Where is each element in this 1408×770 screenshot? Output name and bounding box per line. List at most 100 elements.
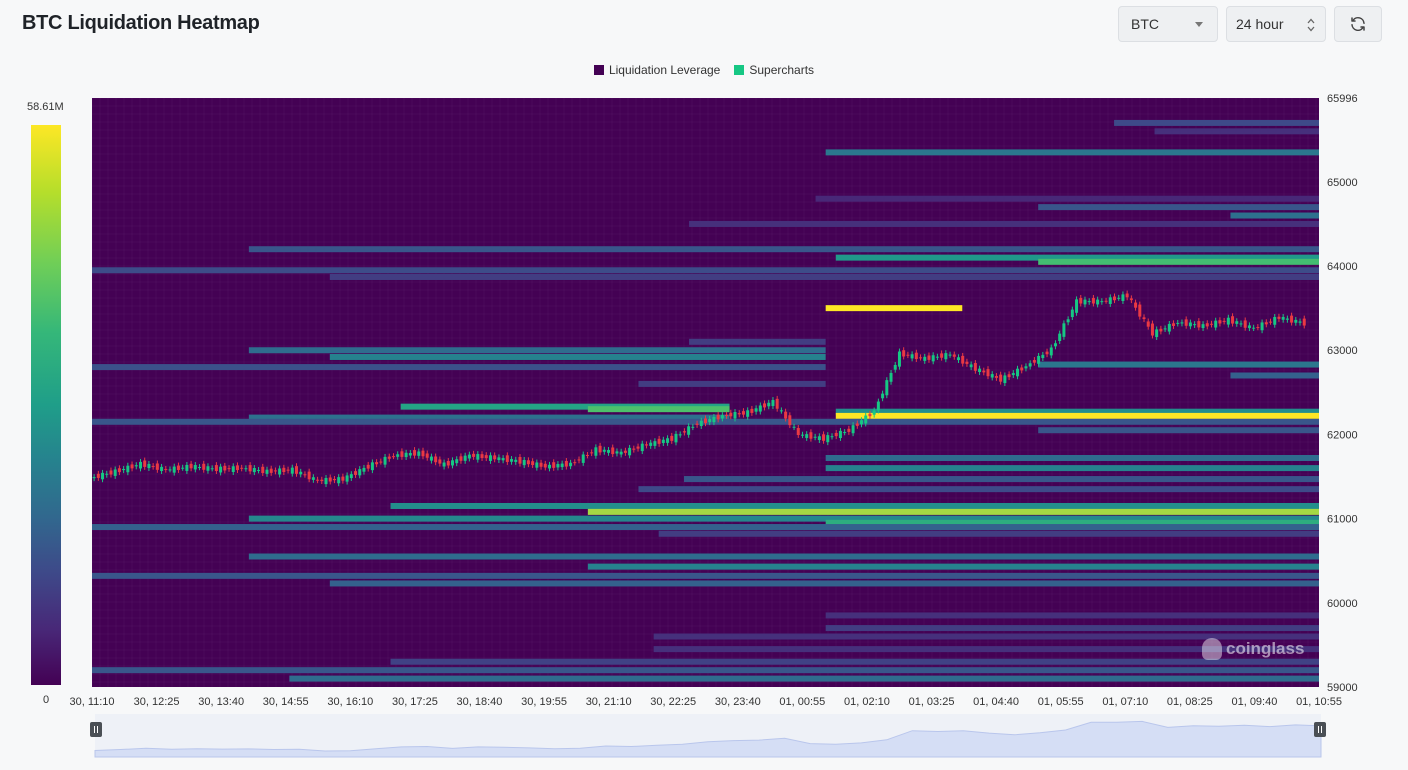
liquidation-band [329,353,826,360]
candle-body [657,438,661,444]
candle-body [1138,304,1142,317]
y-tick-label: 59000 [1327,682,1358,694]
liquidation-band [1154,128,1319,135]
colorbar-max-label: 58.61M [27,101,64,113]
y-tick-label: 64000 [1327,261,1358,273]
candle-body [876,401,880,411]
candle-body [864,415,868,424]
liquidation-band [248,414,730,421]
candle-body [1214,320,1218,328]
candle-body [754,408,758,412]
candle-body [488,455,492,461]
candle-body [923,356,927,361]
coin-select[interactable]: BTC [1118,6,1218,42]
time-range-select[interactable]: 24 hour [1226,6,1326,42]
candle-body [1159,328,1163,332]
candle-body [362,467,366,472]
candle-body [1003,375,1007,384]
candle-body [151,466,155,468]
liquidation-band [835,254,1319,261]
liquidation-band [653,646,1319,653]
candle-body [860,420,864,425]
liquidation-band [587,406,730,413]
candle-body [138,461,142,469]
candle-body [480,454,484,459]
candle-body [767,402,771,407]
candle-body [244,468,248,470]
candle-body [758,405,762,412]
candle-body [1264,322,1268,325]
candle-body [286,469,290,471]
candle-body [109,470,113,475]
candle-body [1113,296,1116,301]
candle-body [543,463,547,468]
candle-body [113,469,117,476]
candle-body [202,463,206,470]
candle-body [919,357,923,359]
candle-body [619,451,623,455]
candle-body [838,430,842,438]
navigator-area [94,720,1322,758]
candle-body [1070,309,1074,318]
candle-body [956,357,960,361]
candle-body [1032,360,1036,363]
candle-body [210,468,214,470]
candle-body [1007,374,1011,378]
candle-body [607,449,611,453]
candle-body [451,460,455,466]
candle-body [510,459,514,462]
candle-body [261,466,265,474]
x-tick-label: 30, 17:25 [392,696,438,708]
navigator-left-handle[interactable] [90,722,102,737]
candle-body [476,454,480,460]
candle-body [1075,299,1079,313]
candle-body [1172,323,1176,326]
candle-body [299,471,303,475]
x-tick-label: 01, 05:55 [1038,696,1084,708]
candle-body [978,368,982,373]
candle-body [235,465,239,471]
candle-body [881,393,885,399]
candle-body [615,451,619,454]
candle-body [1163,328,1167,330]
candle-body [168,469,172,471]
candle-body [1193,324,1197,326]
candle-body [252,468,256,473]
candle-body [421,450,425,457]
candle-body [649,442,653,446]
liquidation-band [92,667,1319,674]
legend-item-supercharts[interactable]: Supercharts [734,63,814,77]
candle-body [337,477,341,484]
candle-body [1104,300,1108,302]
candle-body [585,454,589,456]
candle-body [400,451,404,457]
candle-body [522,459,526,466]
candle-body [248,465,252,472]
candle-body [775,398,779,409]
candle-body [1269,321,1273,323]
coinglass-watermark: coinglass [1202,638,1304,660]
refresh-button[interactable] [1334,6,1382,42]
candle-body [590,452,594,454]
x-tick-label: 30, 22:25 [650,696,696,708]
candle-body [332,478,336,481]
liquidation-band [815,195,1319,202]
liquidation-band [825,149,1319,156]
candle-body [935,356,939,358]
candle-body [383,456,387,465]
y-tick-label: 61000 [1327,514,1358,526]
liquidation-band [1114,119,1319,126]
candle-body [885,380,889,396]
candle-body [370,462,374,471]
candle-body [737,413,741,415]
candle-body [1235,321,1239,324]
liquidation-band [92,572,1319,579]
candle-body [564,460,568,467]
candle-body [999,374,1003,382]
candle-body [1184,319,1188,326]
candle-body [1188,322,1192,327]
legend-item-liquidation-leverage[interactable]: Liquidation Leverage [593,63,720,77]
x-tick-label: 30, 13:40 [198,696,244,708]
navigator-right-handle[interactable] [1314,722,1326,737]
